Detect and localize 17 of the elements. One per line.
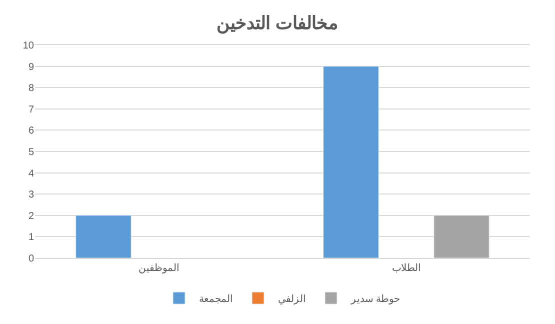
y-tick-label: 4	[28, 168, 34, 180]
y-tick-label: 3	[28, 190, 34, 201]
legend-label: حوطة سدير	[350, 294, 400, 305]
y-tick-label: 1	[28, 232, 34, 244]
legend-label: الزلفي	[278, 294, 306, 305]
y-tick-label: 10	[22, 40, 34, 52]
legend-label: المجمعة	[199, 294, 233, 305]
y-tick-label: 8	[28, 83, 34, 94]
x-tick-label: الطلاب	[392, 263, 421, 274]
y-tick-label: 5	[28, 147, 34, 158]
y-tick-label: 7	[28, 104, 34, 116]
y-tick-label: 0	[28, 254, 34, 264]
x-tick-label: الموظفين	[138, 263, 180, 274]
y-tick-label: 6	[28, 126, 34, 137]
y-tick-label: 2	[28, 210, 34, 222]
chart-title: مخالفات التدخين	[216, 12, 339, 34]
y-tick-label: 9	[28, 62, 34, 73]
